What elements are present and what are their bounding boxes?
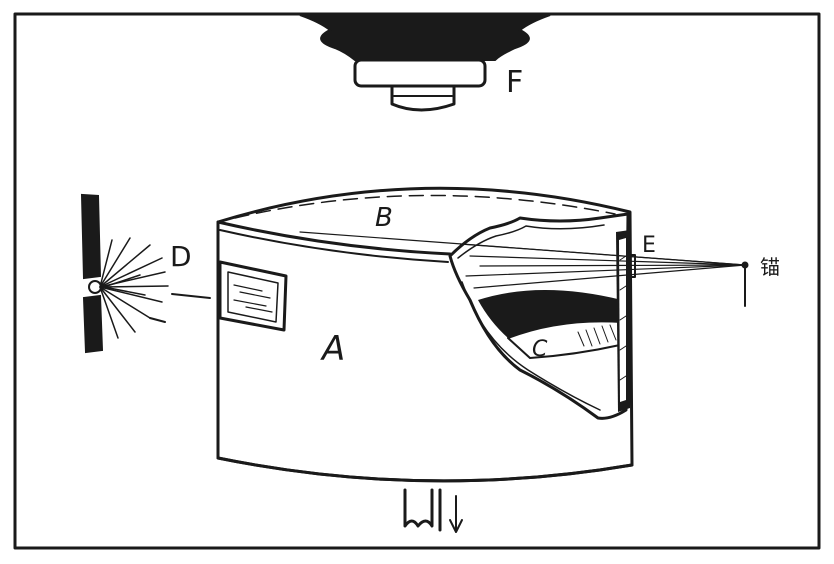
cutaway-edge-inner bbox=[457, 224, 605, 259]
lens-barrel bbox=[390, 84, 456, 112]
label-a: A bbox=[320, 329, 345, 369]
side-window bbox=[218, 260, 288, 332]
cutaway-wall-light bbox=[619, 238, 626, 402]
crystal-hatching bbox=[577, 324, 617, 347]
cylinder-top-dash bbox=[234, 194, 616, 219]
source-wall-upper bbox=[80, 193, 102, 280]
source-rays bbox=[99, 237, 169, 339]
label-f: F bbox=[506, 65, 523, 100]
label-e: E bbox=[642, 233, 656, 258]
lens-bellows bbox=[299, 14, 551, 61]
slit-marker bbox=[626, 254, 636, 278]
outlet-pipe bbox=[403, 488, 463, 533]
source-beam-dash bbox=[149, 317, 166, 323]
light-source bbox=[80, 193, 211, 354]
label-c: C bbox=[532, 337, 548, 362]
cutaway-lower-inner bbox=[461, 281, 601, 411]
cylinder-outline bbox=[216, 186, 634, 483]
crystal-shadow bbox=[478, 290, 622, 338]
source-wall-lower bbox=[82, 294, 104, 354]
lens-assembly bbox=[299, 14, 551, 112]
cylinder-bottom bbox=[216, 456, 634, 483]
label-ray-target: 锚 bbox=[760, 255, 780, 279]
cylinder-rim-front bbox=[216, 220, 452, 256]
label-b: B bbox=[375, 203, 393, 233]
ray-fan bbox=[299, 231, 746, 289]
flow-arrow-head bbox=[449, 519, 463, 533]
source-beam bbox=[171, 293, 211, 299]
cylinder-body bbox=[216, 186, 634, 483]
label-d: D bbox=[170, 240, 192, 273]
source-spark bbox=[88, 280, 102, 294]
lens-ring bbox=[353, 58, 487, 88]
border-frame bbox=[13, 12, 821, 550]
cylinder-rim-inner bbox=[219, 229, 449, 263]
